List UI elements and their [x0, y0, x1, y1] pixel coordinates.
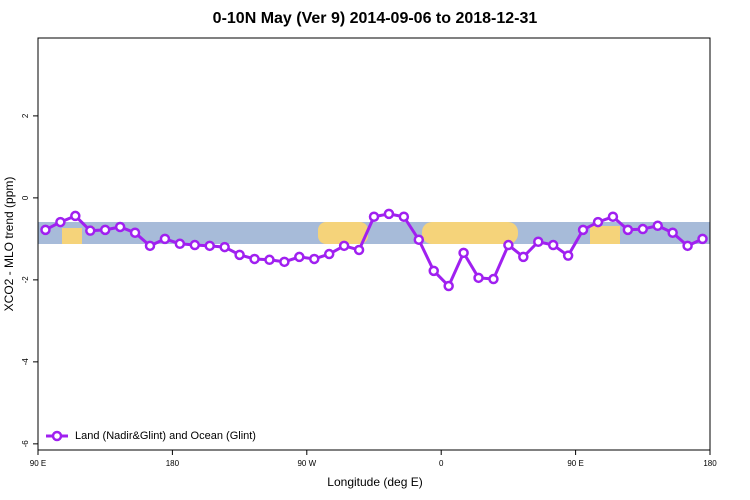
- data-point: [264, 254, 275, 266]
- data-point: [607, 211, 619, 222]
- data-point: [234, 249, 245, 261]
- x-tick-label: 90 E: [30, 459, 46, 468]
- y-axis-label: XCO2 - MLO trend (ppm): [2, 177, 16, 312]
- y-tick-label: -6: [21, 440, 30, 448]
- data-point: [428, 265, 439, 277]
- x-tick-label: 90 W: [297, 459, 316, 468]
- legend-label: Land (Nadir&Glint) and Ocean (Glint): [75, 430, 256, 442]
- data-point: [174, 238, 186, 250]
- data-point: [488, 273, 499, 285]
- y-tick-label: -2: [21, 276, 30, 284]
- data-point: [204, 240, 215, 252]
- data-point: [189, 239, 201, 251]
- data-point: [518, 251, 529, 263]
- data-point: [682, 240, 693, 252]
- x-tick-label: 180: [703, 459, 717, 468]
- data-point: [398, 211, 410, 222]
- data-point: [99, 224, 111, 236]
- chart-title: 0-10N May (Ver 9) 2014-09-06 to 2018-12-…: [213, 10, 538, 27]
- data-point: [592, 216, 604, 228]
- x-axis-label: Longitude (deg E): [327, 475, 422, 489]
- data-point: [383, 208, 395, 220]
- data-point: [697, 233, 708, 245]
- data-point: [55, 216, 66, 228]
- y-tick-label: 0: [21, 195, 30, 200]
- data-point: [622, 224, 634, 236]
- data-point: [309, 253, 320, 265]
- data-point: [443, 280, 454, 292]
- y-tick-label: -4: [21, 358, 30, 366]
- data-point: [652, 220, 663, 232]
- data-point: [637, 223, 649, 235]
- data-point: [40, 224, 51, 236]
- data-point: [338, 240, 350, 252]
- legend-marker: [51, 430, 63, 442]
- data-point: [249, 253, 260, 265]
- y-tick-label: 2: [21, 113, 30, 118]
- data-point: [219, 241, 230, 253]
- data-point: [413, 234, 425, 245]
- data-point: [353, 244, 365, 256]
- data-point: [368, 211, 380, 222]
- x-tick-label: 90 E: [567, 459, 583, 468]
- data-point: [279, 256, 290, 268]
- x-tick-label: 180: [166, 459, 180, 468]
- plot-frame: [37, 37, 711, 451]
- data-point: [323, 248, 335, 260]
- data-point: [85, 225, 96, 236]
- data-point: [294, 251, 305, 263]
- data-point: [533, 236, 544, 247]
- data-point: [562, 250, 574, 261]
- data-point: [667, 227, 678, 238]
- data-point: [577, 224, 589, 236]
- data-point: [144, 240, 156, 252]
- data-point: [70, 210, 81, 222]
- data-point: [159, 233, 171, 245]
- x-tick-label: 0: [439, 459, 444, 468]
- data-point: [458, 247, 469, 259]
- data-point: [547, 239, 559, 251]
- data-point: [503, 239, 514, 251]
- data-point: [473, 272, 484, 284]
- data-point: [114, 221, 126, 233]
- data-point: [129, 227, 141, 238]
